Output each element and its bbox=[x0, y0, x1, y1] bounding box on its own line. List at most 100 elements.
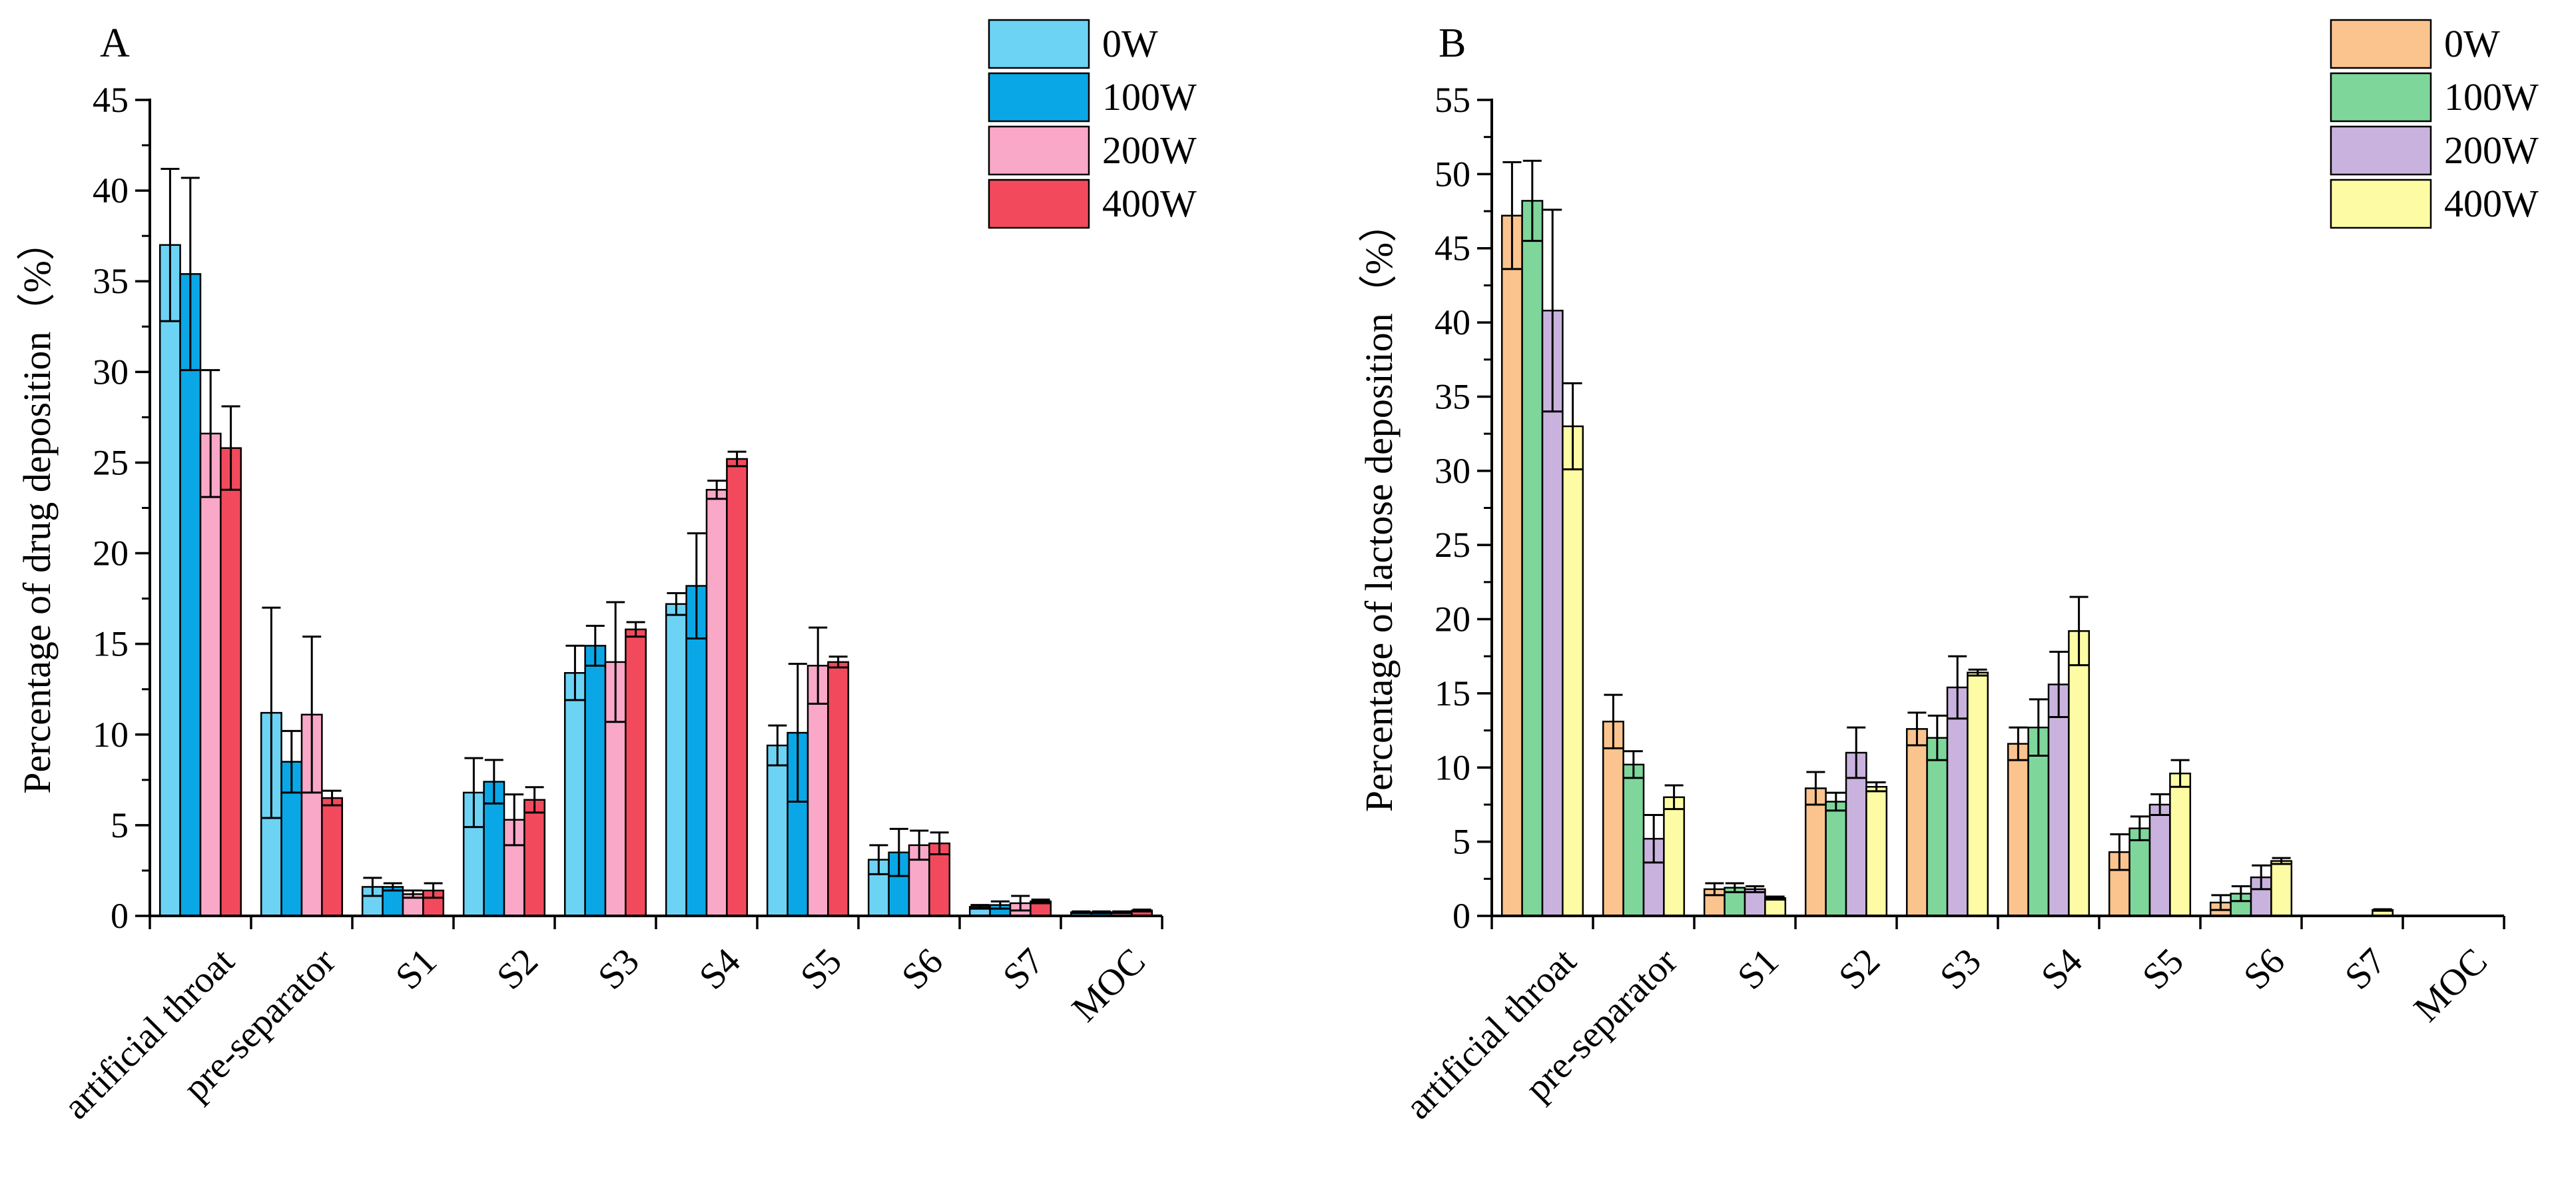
bar bbox=[523, 799, 546, 917]
y-tick-label: 40 bbox=[93, 171, 129, 210]
y-tick-label: 0 bbox=[1452, 896, 1470, 936]
legend-label: 400W bbox=[1102, 182, 1197, 225]
bar bbox=[2169, 772, 2192, 917]
bar bbox=[1602, 720, 1624, 917]
legend-swatch bbox=[2330, 72, 2432, 123]
legend-swatch bbox=[988, 19, 1090, 69]
y-tick-label: 35 bbox=[1435, 376, 1470, 416]
bar bbox=[1622, 763, 1645, 917]
y-tick-label: 15 bbox=[93, 624, 129, 664]
y-tick-label: 50 bbox=[1435, 154, 1470, 194]
legend-swatch bbox=[2330, 125, 2432, 176]
bar bbox=[2068, 630, 2091, 917]
bar bbox=[705, 489, 728, 917]
legend-label: 0W bbox=[2444, 22, 2500, 65]
x-tick-label: S5 bbox=[2134, 941, 2192, 998]
x-tick-label: artificial throat bbox=[1398, 941, 1585, 1128]
x-tick-label: MOC bbox=[2406, 941, 2495, 1030]
x-tick-label: MOC bbox=[1064, 941, 1153, 1030]
y-tick-label: 25 bbox=[1435, 525, 1470, 565]
bar bbox=[2007, 743, 2029, 917]
x-tick-label: S1 bbox=[388, 941, 445, 998]
bar bbox=[159, 244, 181, 917]
bar bbox=[1926, 737, 1949, 917]
bar bbox=[220, 447, 242, 917]
bar bbox=[2128, 827, 2151, 917]
chart-panel-b: B 0 5 10 15 20 25 30 35 40 45 50 55 artificial throat… bbox=[1357, 19, 2539, 1128]
bar bbox=[321, 797, 344, 917]
legend-label: 200W bbox=[1102, 129, 1197, 172]
x-tick-label: S2 bbox=[1831, 941, 1888, 998]
y-axis-title: Percentage of drug deposition（%） bbox=[15, 222, 59, 794]
x-tick-label: S7 bbox=[2337, 941, 2394, 998]
x-tick-label: S3 bbox=[590, 941, 647, 998]
legend-swatch bbox=[988, 125, 1090, 176]
bar bbox=[2047, 683, 2070, 917]
y-tick-label: 45 bbox=[93, 80, 129, 120]
bar bbox=[766, 744, 789, 917]
bar bbox=[1663, 796, 1686, 917]
bar bbox=[1744, 888, 1766, 917]
bar bbox=[1967, 671, 1989, 917]
bar bbox=[2027, 726, 2050, 917]
y-tick-label: 5 bbox=[1452, 822, 1470, 862]
x-tick-label: S2 bbox=[489, 941, 546, 998]
x-tick-label: S1 bbox=[1730, 941, 1787, 998]
y-tick-label: 30 bbox=[1435, 451, 1470, 491]
bar bbox=[584, 645, 607, 917]
bar bbox=[1946, 686, 1969, 917]
y-tick-label: 0 bbox=[111, 896, 129, 936]
x-tick-label: S7 bbox=[995, 941, 1052, 998]
bar bbox=[1865, 785, 1888, 917]
y-tick-label: 25 bbox=[93, 442, 129, 482]
y-tick-label: 10 bbox=[93, 715, 129, 755]
x-tick-label: S4 bbox=[2033, 941, 2091, 998]
x-tick-label: S6 bbox=[2236, 941, 2293, 998]
panel-label: B bbox=[1439, 21, 1466, 66]
bar bbox=[1905, 728, 1928, 917]
x-tick-label: artificial throat bbox=[56, 941, 243, 1128]
legend-swatch bbox=[988, 72, 1090, 123]
bar bbox=[563, 671, 586, 917]
y-tick-label: 35 bbox=[93, 261, 129, 301]
legend-swatch bbox=[2330, 19, 2432, 69]
y-tick-label: 20 bbox=[1435, 599, 1470, 639]
bar bbox=[2270, 860, 2293, 917]
bar bbox=[928, 842, 951, 917]
bar bbox=[625, 628, 647, 917]
y-tick-label: 10 bbox=[1435, 747, 1470, 787]
panel-label: A bbox=[100, 21, 130, 66]
legend-label: 0W bbox=[1102, 22, 1158, 65]
legend-label: 400W bbox=[2444, 182, 2539, 225]
y-tick-label: 55 bbox=[1435, 80, 1470, 120]
y-tick-label: 15 bbox=[1435, 673, 1470, 713]
bar bbox=[2148, 803, 2171, 917]
y-tick-label: 45 bbox=[1435, 228, 1470, 268]
bar bbox=[199, 432, 222, 917]
x-tick-label: S3 bbox=[1932, 941, 1989, 998]
bar bbox=[1804, 787, 1827, 917]
bar bbox=[1521, 200, 1544, 917]
bar bbox=[665, 603, 687, 917]
legend-swatch bbox=[988, 179, 1090, 229]
x-tick-label: S6 bbox=[894, 941, 951, 998]
legend-label: 200W bbox=[2444, 129, 2539, 172]
y-axis-title: Percentage of lactose deposition（%） bbox=[1357, 204, 1401, 812]
legend-label: 100W bbox=[1102, 75, 1197, 119]
x-tick-label: S4 bbox=[691, 941, 749, 998]
legend-swatch bbox=[2330, 179, 2432, 229]
y-tick-label: 40 bbox=[1435, 302, 1470, 342]
legend-label: 100W bbox=[2444, 75, 2539, 119]
bar bbox=[1562, 425, 1584, 917]
x-tick-label: S5 bbox=[793, 941, 850, 998]
y-tick-label: 20 bbox=[93, 534, 129, 574]
bar bbox=[1500, 214, 1523, 917]
y-tick-label: 5 bbox=[111, 805, 129, 845]
bar bbox=[726, 458, 749, 917]
bar bbox=[827, 661, 850, 917]
y-tick-label: 30 bbox=[93, 352, 129, 392]
bar bbox=[1764, 897, 1787, 917]
bar bbox=[1825, 801, 1847, 917]
